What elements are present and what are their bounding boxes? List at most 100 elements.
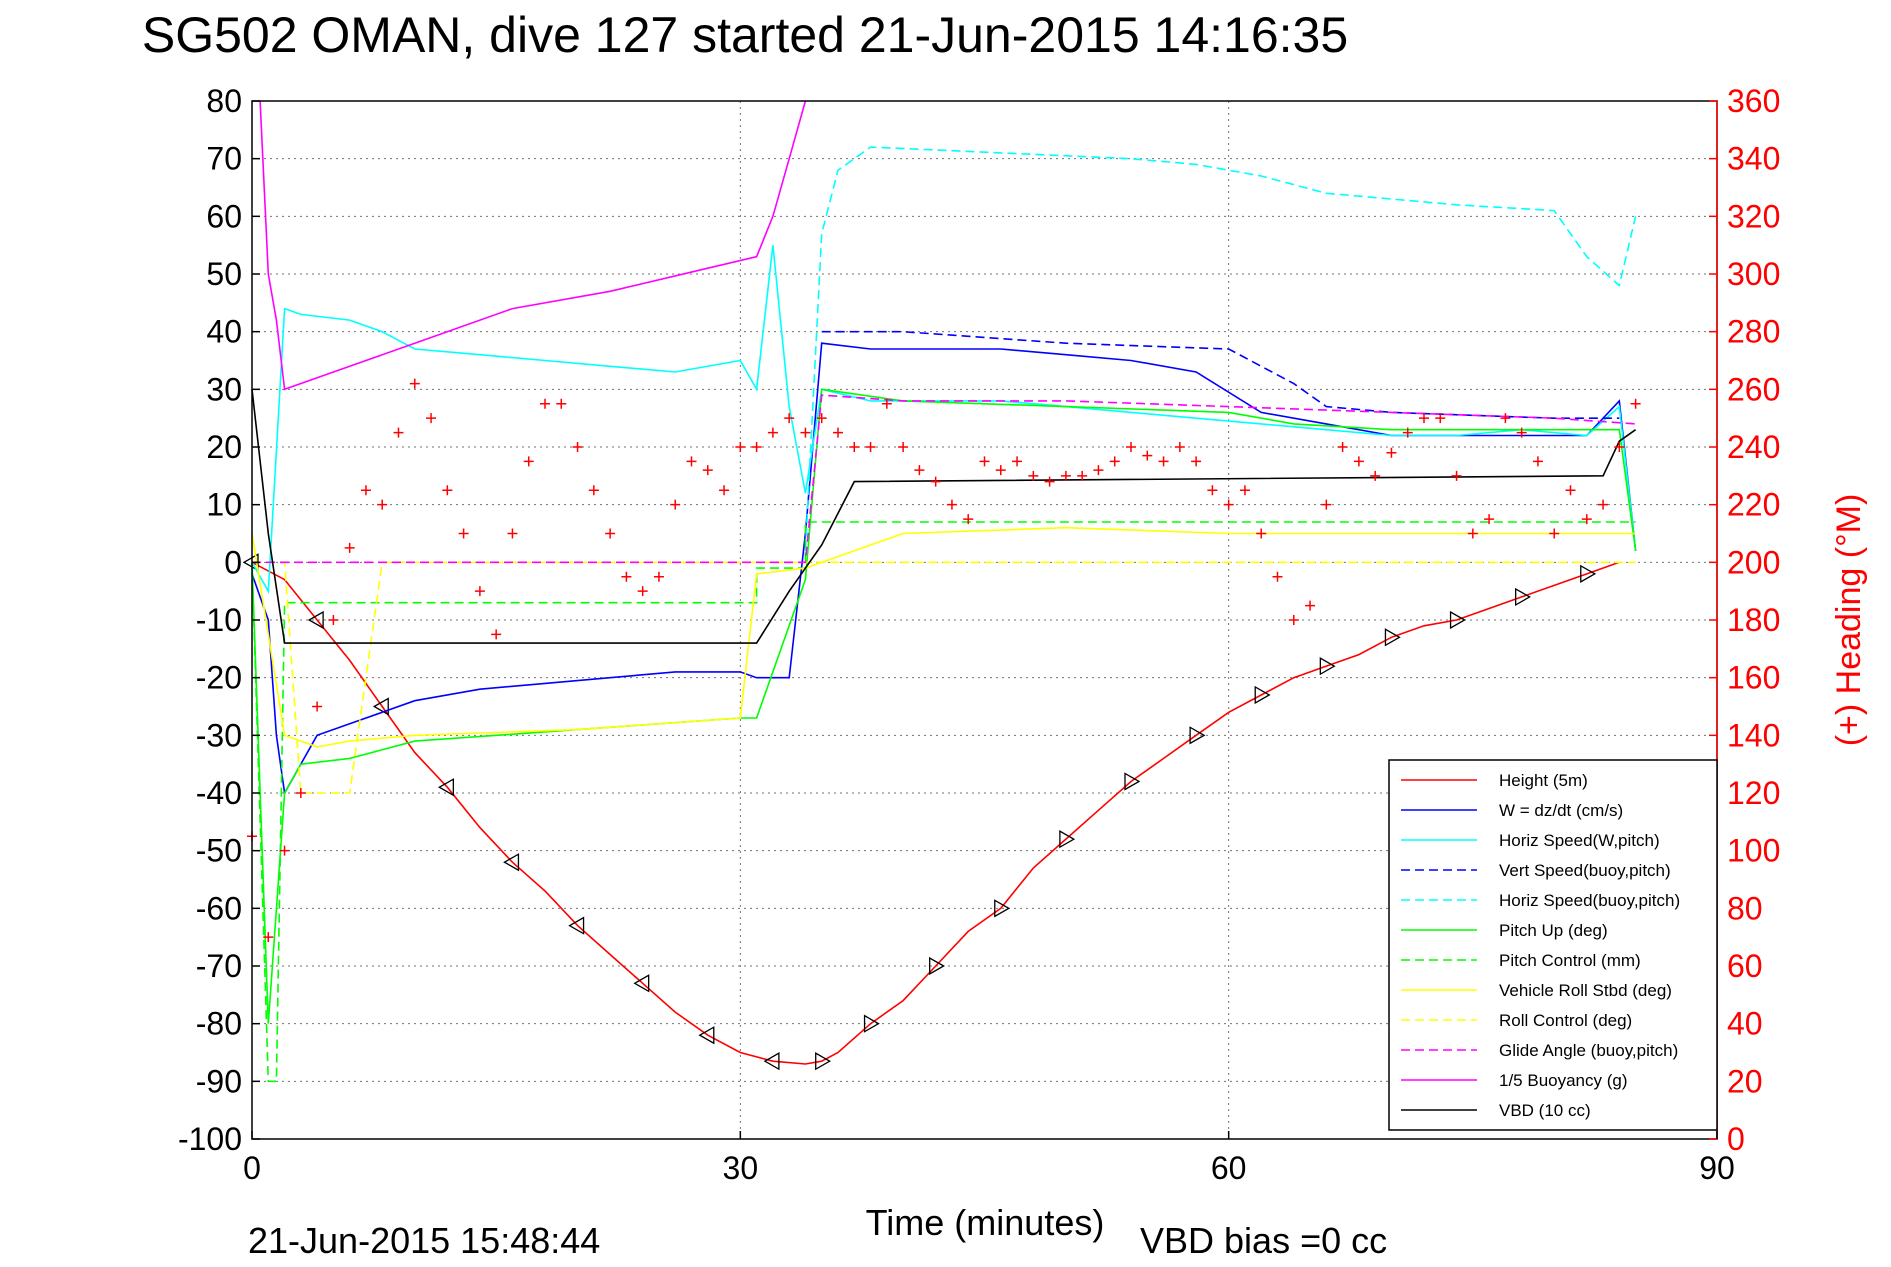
series-line [804, 146, 1637, 551]
height-marker [1449, 610, 1466, 630]
left-tick-label: -10 [196, 602, 242, 638]
heading-point [328, 615, 339, 625]
series-horiz-speed-w-pitch [251, 245, 1637, 594]
series-line [251, 245, 1637, 594]
heading-point [751, 442, 762, 452]
heading-point [442, 485, 453, 496]
height-marker [372, 697, 389, 716]
series-horiz-speed-buoy-pitch [804, 146, 1637, 551]
heading-point [1402, 427, 1413, 438]
legend-label: Pitch Up (deg) [1499, 921, 1608, 940]
x-axis-label: Time (minutes) [866, 1202, 1105, 1243]
series-line [251, 526, 1636, 748]
height-marker [698, 1026, 715, 1045]
heading-point [1614, 442, 1625, 452]
right-axis-label: (+) Heading (°M) [1830, 494, 1868, 747]
left-tick-label: -60 [196, 890, 242, 926]
heading-point [816, 413, 827, 424]
heading-point [1012, 456, 1023, 467]
right-tick-label: 280 [1727, 314, 1780, 350]
heading-point [1288, 615, 1299, 625]
heading-point [1044, 476, 1055, 487]
heading-point [1337, 442, 1348, 452]
heading-point [507, 528, 518, 539]
height-marker [1254, 685, 1271, 705]
height-marker [503, 853, 520, 872]
series-heading [247, 378, 1641, 943]
heading-point [1565, 485, 1576, 496]
x-tick-label: 90 [1699, 1150, 1735, 1186]
heading-point [963, 514, 974, 525]
heading-point [1191, 456, 1202, 467]
heading-point [263, 932, 274, 943]
heading-point [1109, 456, 1120, 467]
heading-point [1028, 470, 1039, 481]
heading-point [1467, 528, 1478, 539]
legend-label: Vert Speed(buoy,pitch) [1499, 861, 1671, 880]
heading-point [1174, 442, 1185, 452]
left-tick-label: -70 [196, 948, 242, 984]
height-marker [994, 899, 1011, 918]
heading-point [898, 442, 909, 452]
heading-point [686, 456, 697, 467]
right-tick-label: 140 [1727, 717, 1780, 753]
heading-point [1386, 447, 1397, 458]
heading-point [1451, 470, 1462, 481]
heading-point [426, 413, 437, 424]
heading-point [865, 442, 876, 452]
right-tick-label: 200 [1727, 544, 1780, 580]
heading-point [1077, 470, 1088, 481]
height-marker [863, 1014, 880, 1033]
legend-label: Pitch Control (mm) [1499, 951, 1641, 970]
height-marker [1124, 772, 1141, 791]
legend-box [1388, 759, 1718, 1131]
right-tick-label: 300 [1727, 256, 1780, 292]
right-tick-label: 220 [1727, 487, 1780, 523]
heading-point [1126, 442, 1136, 452]
heading-point [360, 485, 371, 496]
heading-point [588, 485, 599, 496]
heading-point [1207, 485, 1218, 496]
heading-point [605, 528, 616, 539]
heading-point [1500, 413, 1511, 424]
series-line [251, 389, 1637, 644]
heading-point [784, 413, 795, 424]
right-tick-label: 340 [1727, 141, 1780, 177]
height-marker [1189, 726, 1206, 745]
legend-label: Horiz Speed(W,pitch) [1499, 831, 1660, 850]
heading-point [979, 456, 990, 467]
heading-point [914, 465, 925, 476]
left-tick-label: 50 [206, 256, 242, 292]
heading-point [1256, 528, 1267, 539]
heading-point [1630, 398, 1641, 409]
heading-point [312, 701, 323, 712]
heading-point [1093, 465, 1104, 476]
x-axis-ticks: 0 30 60 90 [243, 1131, 1735, 1186]
heading-point [637, 586, 648, 597]
heading-point [833, 427, 843, 438]
legend-label: Height (5m) [1499, 771, 1588, 790]
right-tick-label: 260 [1727, 371, 1780, 407]
right-tick-label: 40 [1727, 1006, 1763, 1042]
heading-point [621, 571, 632, 582]
heading-point [719, 485, 730, 496]
left-tick-label: -80 [196, 1006, 242, 1042]
right-tick-label: 60 [1727, 948, 1763, 984]
left-tick-label: 20 [206, 429, 242, 465]
heading-point [1516, 427, 1527, 438]
left-tick-label: -40 [196, 775, 242, 811]
right-tick-label: 120 [1727, 775, 1780, 811]
height-marker [1059, 830, 1076, 849]
legend-label: VBD (10 cc) [1499, 1101, 1591, 1120]
heading-point [1060, 470, 1071, 481]
left-axis-ticks: 80 70 60 50 40 30 20 10 0 -10 -20 -30 -40 -50 -60 -70 -8… [178, 83, 260, 1157]
heading-point [1239, 485, 1250, 496]
series-line [251, 521, 1636, 1083]
series-1-5-buoyancy-g [259, 100, 807, 391]
left-tick-label: 60 [206, 198, 242, 234]
height-marker [1384, 628, 1401, 647]
heading-point [1532, 456, 1543, 467]
heading-point [946, 499, 957, 510]
heading-point [491, 629, 502, 640]
x-tick-label: 0 [243, 1150, 261, 1186]
